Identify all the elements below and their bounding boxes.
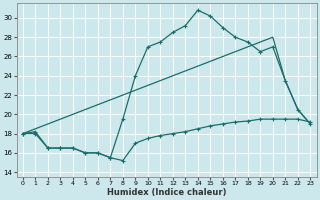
X-axis label: Humidex (Indice chaleur): Humidex (Indice chaleur): [107, 188, 226, 197]
